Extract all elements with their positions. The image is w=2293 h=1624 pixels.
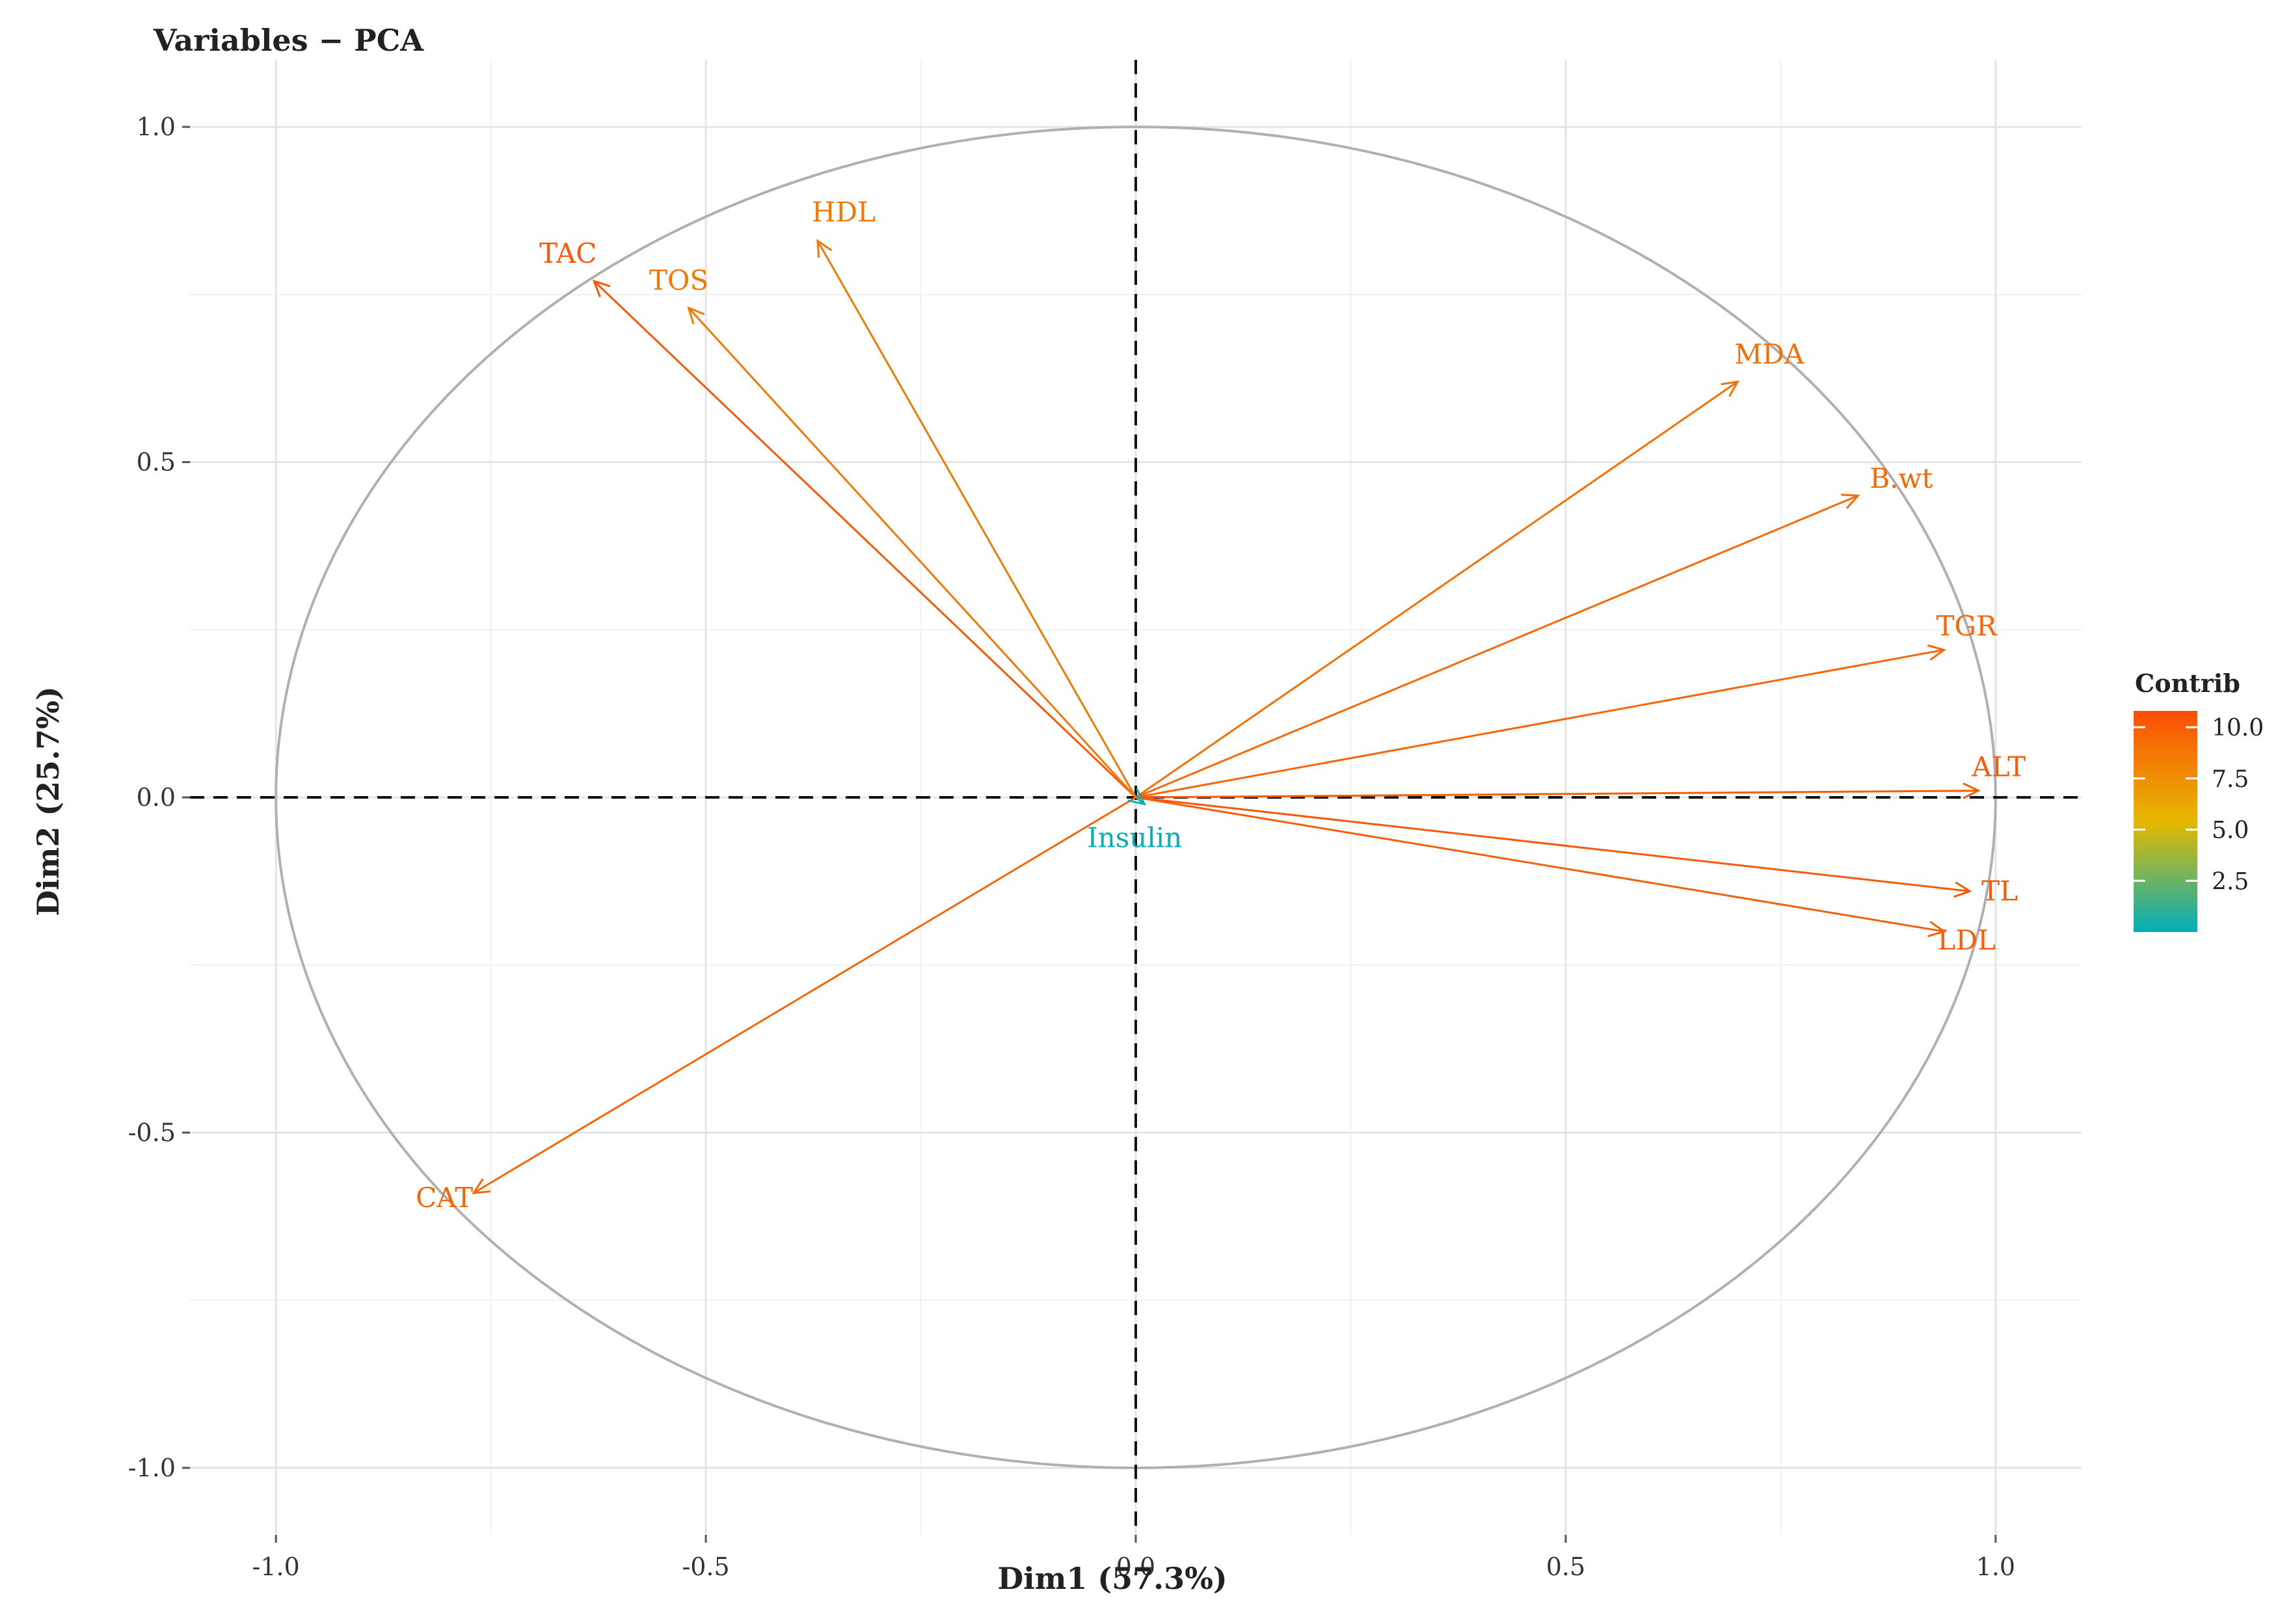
arrow-tac-head [592,279,611,298]
arrow-tac [593,280,1137,799]
x-tick-label: -1.0 [252,1552,300,1581]
x-tick-label: 1.0 [1976,1552,2015,1581]
label-hdl: HDL [812,196,876,228]
legend-title: Contrib [2135,669,2240,698]
x-tick-label: -0.5 [682,1552,729,1581]
label-tos: TOS [649,264,708,296]
x-tick-label: 0.0 [1116,1552,1155,1581]
arrow-ldl [1135,796,1944,933]
legend-tick-label: 5.0 [2212,818,2249,844]
y-tick-label: 1.0 [137,113,176,141]
y-axis-label: Dim2 (25.7%) [31,686,66,916]
variable-labels: TAC TOS HDL MDA B.wt TGR ALT TL LDL CAT Insulin [416,196,2026,1214]
y-tick-label: 0.5 [137,448,176,477]
arrow-cat [473,796,1136,1194]
arrow-tgr-head [1927,644,1946,661]
label-tgr: TGR [1937,610,1998,642]
label-bwt: B.wt [1870,462,1933,494]
label-tac: TAC [539,237,597,269]
legend-tick-label: 2.5 [2212,868,2249,895]
arrow-tl-head [1953,881,1972,898]
arrow-mda-head [1721,380,1740,397]
variable-arrows [472,239,1981,1195]
legend-tick-label: 7.5 [2212,766,2249,793]
y-tick-label: 0.0 [137,783,176,812]
arrow-hdl-head [816,239,833,258]
x-tick-label: 0.5 [1546,1552,1585,1581]
label-alt: ALT [1971,751,2026,783]
label-tl: TL [1981,875,2018,907]
arrow-insulin-head [1127,788,1146,806]
label-mda: MDA [1734,338,1804,370]
y-tick-label: -1.0 [128,1454,176,1482]
chart-title: Variables − PCA [153,23,424,58]
arrow-bwt-head [1841,494,1860,509]
arrow-hdl [816,240,1137,798]
legend-colorbar [2134,711,2197,932]
arrow-tl [1135,796,1970,892]
label-cat: CAT [416,1182,473,1214]
y-axis: -1.0 -0.5 0.0 0.5 1.0 [128,113,190,1482]
arrow-ldl-head [1927,920,1946,937]
arrow-alt [1135,790,1979,799]
arrow-cat-head [472,1178,491,1195]
label-insulin: Insulin [1087,821,1182,853]
y-tick-label: -0.5 [128,1118,176,1147]
label-ldl: LDL [1938,924,1996,956]
x-axis-label: Dim1 (57.3%) [997,1561,1227,1596]
legend-tick-label: 10.0 [2212,715,2264,741]
legend-ticks: 10.0 7.5 5.0 2.5 [2134,715,2264,895]
arrow-tos-head [687,306,705,325]
x-axis: -1.0 -0.5 0.0 0.5 1.0 [252,1535,2015,1581]
arrow-mda [1135,380,1739,799]
arrow-tos [688,307,1137,799]
arrow-bwt [1135,494,1858,799]
contrib-legend: Contrib 10.0 7.5 5.0 2.5 [2134,669,2264,932]
arrow-tgr [1135,648,1944,799]
arrow-alt-head [1963,782,1981,799]
